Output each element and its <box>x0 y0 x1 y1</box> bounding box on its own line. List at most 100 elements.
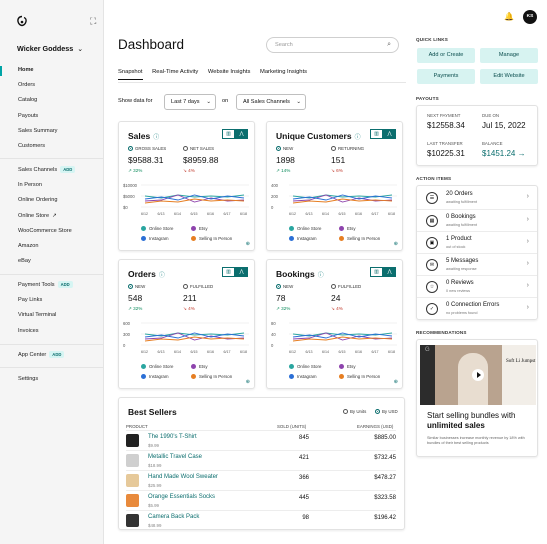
sidebar-item-invoices[interactable]: Invoices <box>0 324 104 339</box>
sidebar-item-amazon[interactable]: Amazon <box>0 239 104 254</box>
action-item-0-connection-errors[interactable]: ✓ 0 Connection Errors no problems found › <box>417 297 537 319</box>
bookings-title: Bookings ⓘ <box>276 269 324 279</box>
promo-video-thumbnail[interactable]: Soft Li Jumpst G <box>420 345 536 405</box>
metric-radio-2[interactable]: FULFILLED <box>331 284 361 290</box>
zoom-icon[interactable]: ⊕ <box>245 241 250 247</box>
add-or-create-button[interactable]: Add or Create <box>417 48 475 63</box>
action-item-5-messages[interactable]: ✉ 5 Messages awaiting response › <box>417 253 537 275</box>
table-row[interactable]: Camera Back Pack $48.99 98 $196.42 <box>126 510 396 530</box>
add-badge[interactable]: ADD <box>60 166 76 174</box>
bar-chart-icon[interactable]: ▥ <box>222 129 235 139</box>
legend-instagram: Instagram <box>141 236 169 242</box>
product-thumbnail <box>126 514 139 527</box>
channel-select[interactable]: All Sales Channels ⌄ <box>236 94 306 110</box>
tab-snapshot[interactable]: Snapshot <box>118 69 143 80</box>
x-tick-label: 6/14 <box>322 350 329 354</box>
metric-radio-1[interactable]: NEW <box>128 284 145 290</box>
product-name-link[interactable]: Hand Made Wool Sweater <box>148 474 218 480</box>
date-range-select[interactable]: Last 7 days ⌄ <box>164 94 216 110</box>
table-row[interactable]: Metallic Travel Case $18.99 421 $732.45 <box>126 450 396 470</box>
chart-view-toggle[interactable]: ▥ ⋀ <box>370 267 396 277</box>
bell-icon[interactable]: 🔔 <box>504 12 514 21</box>
sidebar-item-pay-links[interactable]: Pay Links <box>0 293 104 308</box>
table-row[interactable]: The 1990's T-Shirt $9.99 845 $885.00 <box>126 430 396 450</box>
sidebar-item-home[interactable]: Home <box>0 63 104 78</box>
collapse-sidebar-icon[interactable]: ⛶ <box>90 16 97 26</box>
action-item-20-orders[interactable]: ☰ 20 Orders awaiting fulfillment › <box>417 187 537 209</box>
by-units-radio[interactable]: By Units <box>343 409 366 415</box>
action-item-0-bookings[interactable]: ▦ 0 Bookings awaiting fulfillment › <box>417 209 537 231</box>
sidebar-item-catalog[interactable]: Catalog <box>18 97 38 104</box>
product-name-link[interactable]: The 1990's T-Shirt <box>148 434 197 440</box>
add-badge[interactable]: ADD <box>57 281 73 289</box>
sidebar-item-virtual-terminal[interactable]: Virtual Terminal <box>0 308 104 323</box>
manage-button[interactable]: Manage <box>480 48 538 63</box>
bar-chart-icon[interactable]: ▥ <box>370 267 383 277</box>
action-item-title: 1 Product <box>446 236 472 242</box>
sidebar-item-sales-channels[interactable]: Sales Channels ADD <box>0 163 104 178</box>
action-item-0-reviews[interactable]: ☆ 0 Reviews 0 new reviews › <box>417 275 537 297</box>
table-row[interactable]: Orange Essentials Socks $5.99 445 $323.58 <box>126 490 396 510</box>
metric-radio-2[interactable]: NET SALES <box>183 146 214 152</box>
chart-view-toggle[interactable]: ▥ ⋀ <box>370 129 396 139</box>
product-name-link[interactable]: Metallic Travel Case <box>148 454 203 460</box>
sidebar-item-woocommerce-store[interactable]: WooCommerce Store <box>0 224 104 239</box>
series-line-instagram <box>144 332 245 339</box>
chart-view-toggle[interactable]: ▥ ⋀ <box>222 267 248 277</box>
sidebar-item-app-center[interactable]: App Center ADD <box>0 348 104 363</box>
x-tick-label: 6/14 <box>322 212 329 216</box>
search-input[interactable]: Search ⌕ <box>266 37 399 53</box>
info-icon[interactable]: ⓘ <box>317 273 324 279</box>
chart-view-toggle[interactable]: ▥ ⋀ <box>222 129 248 139</box>
metric-radio-2[interactable]: RETURNING <box>331 146 364 152</box>
metric-radio-2[interactable]: FULFILLED <box>183 284 213 290</box>
line-chart-icon[interactable]: ⋀ <box>235 267 248 277</box>
sidebar-item-settings[interactable]: Settings <box>18 376 39 382</box>
sidebar-item-online-ordering[interactable]: Online Ordering <box>0 193 104 208</box>
sidebar-item-payouts[interactable]: Payouts <box>18 112 39 119</box>
sidebar-item-orders[interactable]: Orders <box>18 82 36 89</box>
bar-chart-icon[interactable]: ▥ <box>370 129 383 139</box>
sidebar-item-ebay[interactable]: eBay <box>0 254 104 269</box>
metric-radio-1[interactable]: NEW <box>276 146 293 152</box>
edit-website-button[interactable]: Edit Website <box>480 69 538 84</box>
info-icon[interactable]: ⓘ <box>153 135 160 141</box>
payments-button[interactable]: Payments <box>417 69 475 84</box>
recommendation-title: Start selling bundles with unlimited sale… <box>427 411 516 430</box>
info-icon[interactable]: ⓘ <box>158 273 165 279</box>
sidebar-item-online-store[interactable]: Online Store ↗ <box>0 209 104 224</box>
action-item-subtitle: no problems found <box>446 311 478 315</box>
add-badge[interactable]: ADD <box>49 351 65 359</box>
line-chart-icon[interactable]: ⋀ <box>383 129 396 139</box>
line-chart-icon[interactable]: ⋀ <box>235 129 248 139</box>
sidebar-item-label: Online Ordering <box>18 197 58 204</box>
sidebar-item-sales-summary[interactable]: Sales Summary <box>18 127 58 134</box>
metric-radio-1[interactable]: GROSS SALES <box>128 146 166 152</box>
avatar[interactable]: KS <box>523 10 537 24</box>
zoom-icon[interactable]: ⊕ <box>393 241 398 247</box>
zoom-icon[interactable]: ⊕ <box>393 379 398 385</box>
tab-marketing-insights[interactable]: Marketing Insights <box>259 69 308 75</box>
line-chart-icon[interactable]: ⋀ <box>383 267 396 277</box>
tab-real-time-activity[interactable]: Real-Time Activity <box>152 69 199 75</box>
sidebar-item-payment-tools[interactable]: Payment Tools ADD <box>0 278 104 293</box>
action-item-1-product[interactable]: ▣ 1 Product out of stock › <box>417 231 537 253</box>
info-icon[interactable]: ⓘ <box>354 135 361 141</box>
metric-radio-1[interactable]: NEW <box>276 284 293 290</box>
godaddy-logo-icon[interactable] <box>16 15 28 27</box>
play-icon[interactable] <box>472 369 484 381</box>
zoom-icon[interactable]: ⊕ <box>245 379 250 385</box>
chevron-down-icon: ⌄ <box>296 99 301 105</box>
balance-value[interactable]: $1451.24 → <box>482 149 526 158</box>
product-name-link[interactable]: Orange Essentials Socks <box>148 494 216 500</box>
arrow-up-icon: ↗ <box>128 168 134 173</box>
product-name-link[interactable]: Camera Back Pack <box>148 514 200 520</box>
store-switcher[interactable]: Wicker Goddess ⌄ <box>17 44 83 53</box>
by-usd-radio[interactable]: By USD <box>375 409 398 415</box>
sidebar-item-in-person[interactable]: In Person <box>0 178 104 193</box>
bar-chart-icon[interactable]: ▥ <box>222 267 235 277</box>
sidebar-item-customers[interactable]: Customers <box>18 142 46 149</box>
tab-website-insights[interactable]: Website Insights <box>207 69 251 75</box>
x-tick-label: 6/18 <box>240 212 247 216</box>
table-row[interactable]: Hand Made Wool Sweater $25.99 366 $478.27 <box>126 470 396 490</box>
